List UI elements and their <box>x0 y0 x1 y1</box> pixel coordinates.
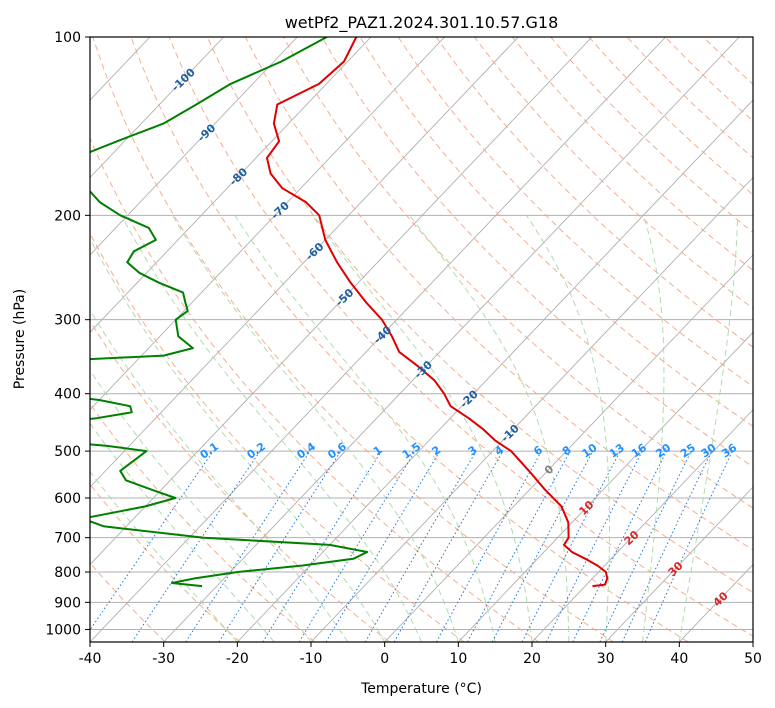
y-tick-label: 100 <box>54 30 81 46</box>
x-tick-label: 30 <box>597 651 615 667</box>
moist-adiabat-line <box>642 215 665 642</box>
y-tick-label: 700 <box>54 531 81 547</box>
data-series <box>90 37 609 588</box>
mixing-ratio-label: 16 <box>629 441 649 461</box>
y-axis-label: Pressure (hPa) <box>12 289 28 389</box>
mixing-ratio-label: 0.1 <box>198 440 221 462</box>
y-tick-label: 900 <box>54 595 81 611</box>
mixing-ratio-line <box>298 450 416 642</box>
x-tick-label: -30 <box>152 651 175 667</box>
isotherm-line <box>90 37 224 179</box>
x-tick-label: 40 <box>670 651 688 667</box>
mixing-ratio-line <box>218 450 342 642</box>
mixing-ratio-line <box>90 450 214 631</box>
isotherm-line <box>0 37 3 642</box>
mixing-ratio-label: 20 <box>653 441 673 461</box>
chart-title: wetPf2_PAZ1.2024.301.10.57.G18 <box>285 13 559 33</box>
moist-adiabat-line <box>90 422 275 642</box>
dry-adiabat-line <box>244 37 753 551</box>
moist-adiabat-line <box>234 215 496 642</box>
y-tick-label: 300 <box>54 313 81 329</box>
x-tick-label: -20 <box>226 651 249 667</box>
dry-adiabat-line <box>90 136 540 642</box>
dry-adiabat-line <box>435 37 753 348</box>
x-tick-label: -10 <box>300 651 323 667</box>
moist-adiabat-line <box>90 237 386 642</box>
isotherm-line <box>384 254 753 642</box>
y-tick-label: 200 <box>54 208 81 224</box>
moist-adiabat-line <box>90 369 312 642</box>
isotherm-line <box>458 331 753 642</box>
mixing-ratio-line <box>545 450 643 642</box>
temperature-line <box>266 37 609 588</box>
y-tick-label: 800 <box>54 565 81 581</box>
dry-adiabat-line <box>168 37 753 637</box>
plot-frame <box>89 36 754 643</box>
mixing-ratio-label: 1.5 <box>400 440 423 462</box>
dry-adiabat-line <box>92 37 614 642</box>
x-axis-label: Temperature (°C) <box>360 681 482 697</box>
y-tick-label: 600 <box>54 491 81 507</box>
mixing-ratio-line <box>131 450 261 642</box>
isotherm-line <box>90 37 519 488</box>
axes-ticks: -40 -30 -20 -10 0 10 20 30 40 5010020030040050060… <box>45 30 762 667</box>
mixing-ratio-line <box>185 450 311 642</box>
isotherm-label: -100 <box>169 65 198 94</box>
isotherm-line <box>90 37 372 333</box>
y-tick-label: 500 <box>54 444 81 460</box>
mixing-ratio-line <box>599 450 692 642</box>
isotherm-line <box>237 99 753 642</box>
background-lines <box>0 37 753 642</box>
moist-adiabat-line <box>526 215 610 642</box>
mixing-ratio-line <box>435 450 543 642</box>
mixing-ratio-label: 30 <box>698 441 718 461</box>
mixing-ratio-line <box>393 450 504 642</box>
dry-adiabat-line <box>664 37 753 122</box>
moist-adiabat-line <box>678 215 738 642</box>
moist-adiabat-line <box>90 309 349 642</box>
dry-adiabat-line <box>90 402 316 642</box>
isotherm-line <box>605 486 753 642</box>
moist-adiabat-line <box>120 215 422 642</box>
mixing-ratio-label: 0.6 <box>325 440 349 462</box>
moist-adiabat-line <box>90 470 238 642</box>
mixing-ratio-label: 36 <box>719 441 739 461</box>
moist-adiabat-line <box>311 215 533 642</box>
dry-adiabat-line <box>90 483 241 642</box>
dewpoint-line <box>90 37 369 588</box>
dry-adiabat-line <box>206 37 753 594</box>
moist-adiabat-line <box>409 214 570 642</box>
dry-adiabat-line <box>90 232 465 642</box>
x-tick-label: 10 <box>449 651 467 667</box>
isotherm-line <box>752 641 753 642</box>
dry-adiabat-line <box>397 37 753 388</box>
x-tick-label: -40 <box>79 651 102 667</box>
mixing-ratio-label: 13 <box>607 441 627 460</box>
mixing-ratio-line <box>644 450 733 642</box>
x-tick-label: 50 <box>744 651 762 667</box>
isotherm-line <box>90 37 593 566</box>
mixing-ratio-label: 25 <box>678 441 698 460</box>
dry-adiabat-line <box>474 37 753 309</box>
y-tick-label: 400 <box>54 387 81 403</box>
mixing-ratio-line <box>621 450 713 642</box>
mixing-ratio-label: 10 <box>579 441 599 461</box>
mixing-ratio-line <box>491 450 594 642</box>
isotherm-line <box>90 37 445 411</box>
dry-adiabat-line <box>321 37 753 468</box>
mixing-ratio-line <box>467 450 571 642</box>
dry-adiabat-line <box>702 37 753 86</box>
isotherm-line <box>310 176 753 642</box>
mixing-ratio-line <box>364 450 477 642</box>
isotherm-line <box>531 409 753 642</box>
dry-adiabat-line <box>90 319 390 642</box>
isotherm-line <box>90 37 298 256</box>
y-tick-label: 1000 <box>45 622 81 638</box>
x-tick-label: 20 <box>523 651 541 667</box>
dry-adiabat-line <box>283 37 753 509</box>
mixing-ratio-line <box>572 450 668 642</box>
x-tick-label: 0 <box>380 651 389 667</box>
